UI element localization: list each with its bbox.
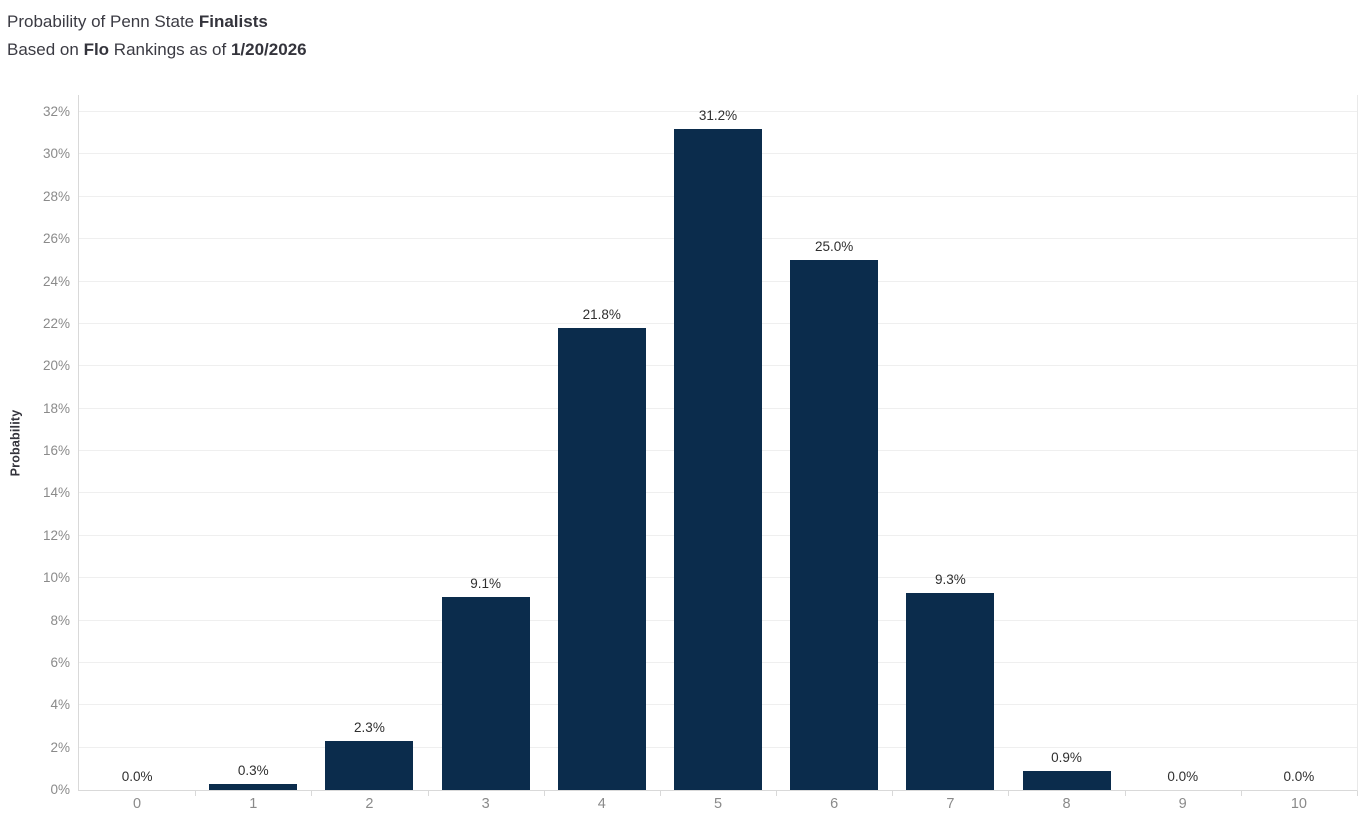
x-axis-tick-mark [311,791,313,796]
x-axis-tick-mark [659,791,661,796]
y-tick-label: 14% [42,485,70,501]
y-tick-label: 28% [42,188,70,204]
x-tick-label: 7 [946,796,955,812]
bar-value-label: 9.1% [470,576,501,592]
bar-7[interactable] [906,592,995,790]
plot-area: 0.0% 0 0.3% 1 2.3% 2 9.1% 3 21.8% 4 31.2% 5 25.0% 6 9.… [78,95,1358,812]
x-axis-tick-mark [1008,791,1010,796]
x-axis-tick-mark [892,791,894,796]
x-axis-tick-mark [1240,791,1242,796]
x-axis-tick-mark [1357,791,1358,796]
y-tick-label: 2% [50,739,70,755]
y-tick-label: 30% [42,146,70,162]
bar-column: 0.0% [1241,95,1357,790]
x-axis-tick-mark [776,791,778,796]
x-tick-label: 4 [597,796,606,812]
bar-value-label: 0.3% [237,762,269,778]
y-tick-label: 12% [42,527,70,543]
bar-column: 31.2% [660,95,776,790]
x-tick-label: 10 [1290,796,1307,812]
bar-value-label: 9.3% [934,571,966,587]
x-axis-tick-mark [427,791,429,796]
bar-column: 0.9% [1008,95,1124,790]
bar-column: 0.0% [1125,95,1241,790]
bar-column: 0.0% [79,95,195,790]
x-tick-label: 2 [365,796,374,812]
bar-column: 25.0% [776,95,892,790]
bar-value-label: 2.3% [354,720,385,736]
chart-title-block: Probability of Penn State Finalists Base… [7,8,307,64]
bar-1[interactable] [209,783,298,790]
x-axis-tick-mark [195,791,197,796]
y-tick-label: 24% [42,273,70,289]
x-tick-label: 1 [249,796,258,812]
bar-3[interactable] [441,597,530,790]
bar-6[interactable] [790,260,879,790]
bar-column: 9.1% [428,95,544,790]
bar-8[interactable] [1022,770,1111,790]
x-tick-label: 9 [1178,796,1187,812]
y-tick-label: 4% [50,697,70,713]
bar-5[interactable] [673,128,762,790]
y-tick-label: 8% [50,612,70,628]
bar-value-label: 0.0% [121,769,153,784]
bar-column: 0.3% [195,95,311,790]
bar-value-label: 0.0% [1283,769,1315,784]
x-tick-label: 8 [1062,796,1071,812]
y-tick-label: 10% [42,570,70,586]
bar-2[interactable] [325,741,414,790]
y-tick-label: 0% [50,782,70,797]
bar-value-label: 0.0% [1167,769,1199,784]
x-tick-label: 3 [481,796,490,812]
x-tick-label: 0 [133,796,142,812]
y-tick-label: 26% [42,231,70,247]
y-tick-label: 18% [42,400,70,416]
bar-value-label: 25.0% [815,239,854,255]
bar-column: 2.3% [311,95,427,790]
y-tick-label: 6% [50,654,70,670]
bar-column: 9.3% [892,95,1008,790]
gridline [79,111,1357,112]
x-axis-tick-mark [1124,791,1126,796]
bar-4[interactable] [557,328,646,790]
y-tick-label: 16% [42,443,70,458]
x-tick-label: 5 [713,796,723,812]
x-axis-tick-mark [543,791,545,796]
chart-title: Probability of Penn State Finalists [7,12,268,31]
bar-value-label: 31.2% [698,107,738,123]
chart-subtitle: Based on Flo Rankings as of 1/20/2026 [7,40,307,59]
x-tick-label: 6 [830,796,839,812]
bar-value-label: 21.8% [582,307,621,323]
y-tick-label: 32% [42,104,70,119]
bar-column: 21.8% [544,95,660,790]
bar-value-label: 0.9% [1051,749,1082,765]
y-tick-label: 22% [42,315,70,331]
y-tick-label: 20% [42,358,70,374]
